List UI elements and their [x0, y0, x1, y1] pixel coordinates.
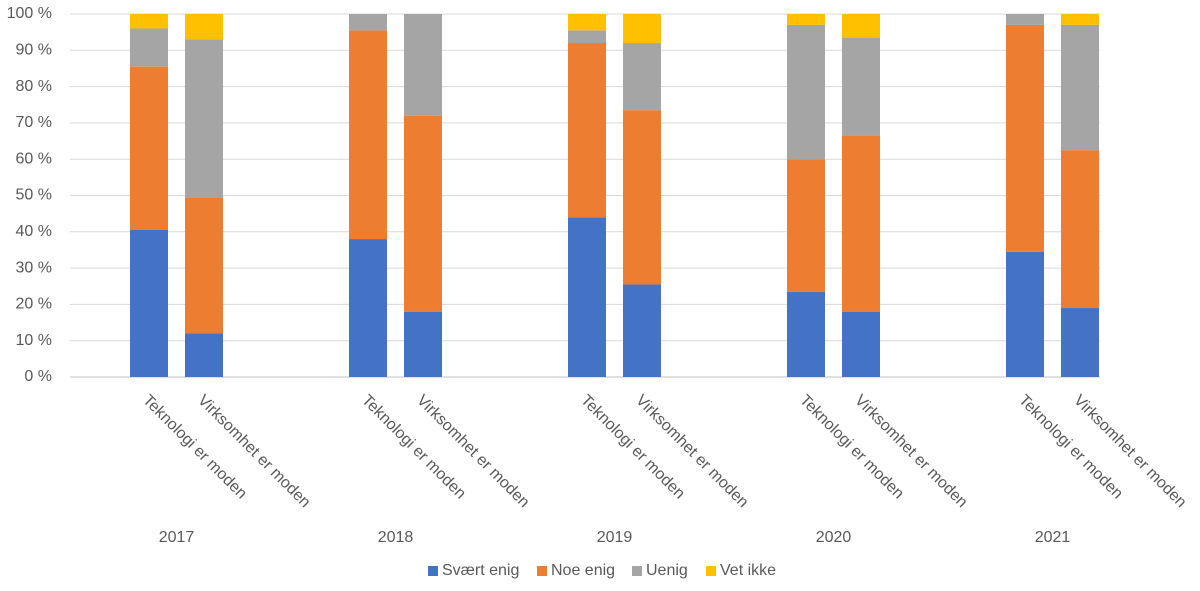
bar-segment [787, 24, 825, 160]
y-tick-label: 10 % [16, 332, 52, 349]
bar-segment [568, 43, 606, 218]
legend-swatch [632, 566, 642, 576]
y-tick-label: 40 % [16, 223, 52, 240]
x-tick-label: Teknologi er moden [139, 392, 250, 503]
y-tick-label: 0 % [24, 368, 52, 385]
bar-segment [130, 28, 168, 67]
bar-segment [787, 291, 825, 377]
y-tick-label: 50 % [16, 187, 52, 204]
x-tick-label: Teknologi er moden [1015, 392, 1126, 503]
bar-segment [787, 14, 825, 25]
legend-swatch [428, 566, 438, 576]
legend-label: Vet ikke [720, 562, 776, 579]
bar-segment [568, 217, 606, 377]
group-label: 2019 [597, 529, 633, 546]
y-tick-label: 80 % [16, 78, 52, 95]
bar-segment [568, 14, 606, 31]
x-tick-label: Teknologi er moden [577, 392, 688, 503]
bar-segment [787, 159, 825, 292]
legend-swatch [706, 566, 716, 576]
y-tick-label: 100 % [7, 5, 52, 22]
legend-label: Uenig [646, 562, 688, 579]
legend-label: Svært enig [442, 562, 519, 579]
y-tick-label: 30 % [16, 259, 52, 276]
bar-segment [349, 14, 387, 31]
bar-segment [842, 37, 880, 136]
bar-segment [349, 239, 387, 377]
y-tick-label: 90 % [16, 42, 52, 59]
y-tick-label: 70 % [16, 114, 52, 131]
bar-segment [1006, 14, 1044, 25]
bar-segment [1061, 14, 1099, 25]
y-tick-label: 60 % [16, 150, 52, 167]
bar-segment [1006, 24, 1044, 252]
bar-segment [349, 30, 387, 240]
bar-segment [623, 110, 661, 285]
bar-segment [130, 66, 168, 230]
bar-segment [1061, 308, 1099, 377]
bar-segment [842, 14, 880, 38]
bar-segment [185, 197, 223, 334]
bar-segment [404, 115, 442, 312]
bar-segment [842, 135, 880, 312]
x-tick-label: Teknologi er moden [358, 392, 469, 503]
bar-segment [185, 333, 223, 377]
bar-segment [185, 14, 223, 40]
bar-segment [185, 39, 223, 198]
bar-segment [568, 30, 606, 44]
bar-segment [1061, 24, 1099, 151]
bar-segment [404, 14, 442, 116]
bar-segment [623, 14, 661, 44]
legend-swatch [537, 566, 547, 576]
bar-segment [1006, 251, 1044, 377]
bar-segment [623, 43, 661, 111]
group-label: 2017 [159, 529, 195, 546]
bar-segment [130, 229, 168, 377]
y-tick-label: 20 % [16, 296, 52, 313]
x-tick-label: Teknologi er moden [796, 392, 907, 503]
bar-segment [1061, 150, 1099, 309]
bar-segment [623, 284, 661, 377]
bar-segment [842, 311, 880, 377]
group-label: 2020 [816, 529, 852, 546]
group-label: 2021 [1035, 529, 1071, 546]
legend-label: Noe enig [551, 562, 615, 579]
group-label: 2018 [378, 529, 414, 546]
bar-segment [404, 311, 442, 377]
bar-segment [130, 14, 168, 29]
